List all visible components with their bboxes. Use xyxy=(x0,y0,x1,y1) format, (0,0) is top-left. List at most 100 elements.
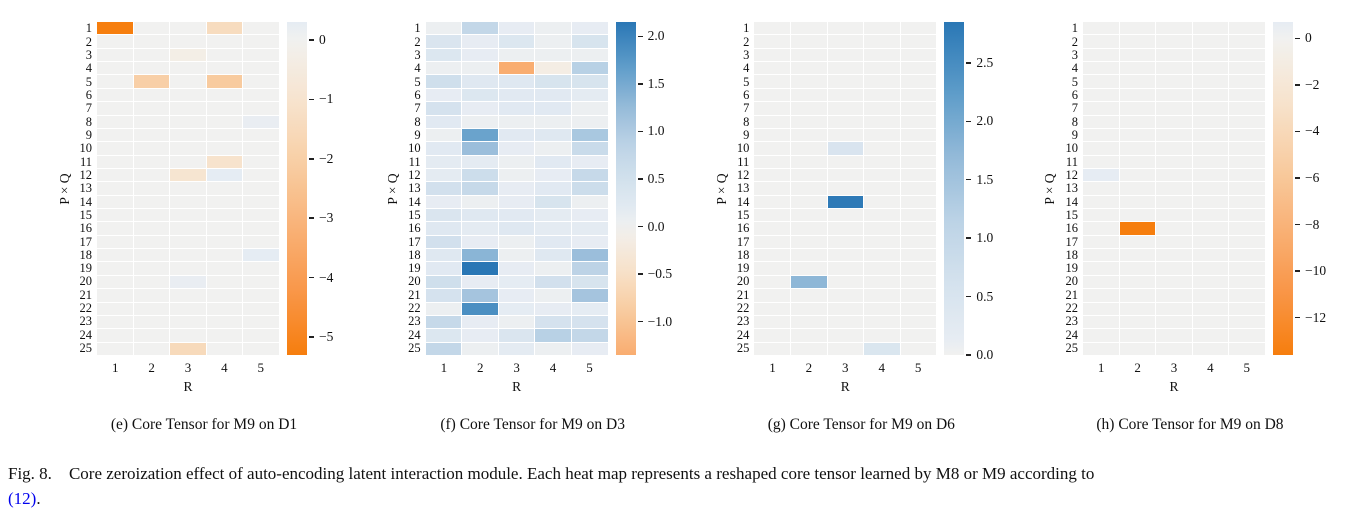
colorbar-tick: 0 xyxy=(307,32,326,48)
heatmap-cell xyxy=(97,75,133,88)
citation-link[interactable]: (12) xyxy=(8,489,37,508)
x-axis-label-row: R xyxy=(713,379,1009,395)
heatmap-cell xyxy=(1119,48,1156,62)
heatmap-cell xyxy=(1119,262,1156,275)
heatmap-cell xyxy=(790,182,827,195)
heatmap-cell xyxy=(535,62,572,75)
heatmap-cell xyxy=(498,142,535,155)
heatmap-cell xyxy=(827,222,864,235)
heatmap-cell xyxy=(97,62,133,75)
heatmap-cell xyxy=(754,289,790,302)
y-axis-label: P × Q xyxy=(1042,22,1059,355)
heatmap-cell xyxy=(133,128,170,142)
heatmap-cell xyxy=(206,22,243,35)
heatmap-cell xyxy=(425,102,462,115)
heatmap-cell xyxy=(827,289,864,302)
heatmap-cell xyxy=(535,128,572,142)
heatmap-cell xyxy=(1156,35,1192,48)
heatmap-cell xyxy=(206,222,243,235)
heatmap-cell xyxy=(572,329,608,342)
heatmap-cell xyxy=(498,262,535,275)
colorbar-tick-mark xyxy=(966,237,972,239)
heatmap-cell xyxy=(790,22,827,35)
colorbar-tick-mark xyxy=(966,62,972,64)
colorbar-tick: −2 xyxy=(307,151,333,167)
heatmap-cell xyxy=(900,315,937,329)
heatmap-cell xyxy=(462,315,498,329)
y-tick-label: 13 xyxy=(408,181,421,196)
heatmap-cell xyxy=(1192,275,1229,289)
heatmap-cell xyxy=(133,142,170,155)
x-tick-label: 3 xyxy=(1170,360,1178,375)
y-tick-labels: 1 2 3 4 5 6 7 8 9 10 11 12 13 14 15 16 17 18 19 20 21 22 23 24 2… xyxy=(402,22,426,355)
y-tick-label: 25 xyxy=(408,341,421,356)
y-tick-label: 2 xyxy=(743,34,750,49)
y-axis-label-text: P × Q xyxy=(713,172,729,205)
heatmap-cell xyxy=(170,249,206,262)
heatmap-cell xyxy=(243,209,279,222)
heatmap-cell xyxy=(900,209,937,222)
colorbar-tick-label: 2.0 xyxy=(976,113,994,129)
colorbar-tick-mark xyxy=(637,225,643,228)
x-tick-label: 2 xyxy=(805,360,813,375)
colorbar-tick-label: −1.0 xyxy=(647,313,673,329)
heatmap-cell xyxy=(572,262,608,275)
y-tick-label: 14 xyxy=(408,194,421,209)
heatmap-cell xyxy=(1156,342,1192,355)
heatmap-cell xyxy=(462,275,498,289)
y-tick-label: 23 xyxy=(1065,314,1078,329)
heatmap-cell xyxy=(425,235,462,249)
x-tick-label: 4 xyxy=(1207,360,1214,375)
heatmap-cell xyxy=(1156,182,1192,195)
heatmap-cell xyxy=(900,182,937,195)
heatmap-cell xyxy=(206,262,243,275)
heatmap-cell xyxy=(900,102,937,115)
colorbar-tick: 0.0 xyxy=(964,347,993,363)
heatmap-cell xyxy=(1229,102,1265,115)
heatmap-cell xyxy=(790,209,827,222)
colorbar-tick-label: 0.0 xyxy=(647,218,665,234)
heatmap-cell xyxy=(425,168,462,182)
colorbar-tick-label: −2 xyxy=(1304,76,1320,92)
heatmap-cell xyxy=(827,155,864,168)
heatmap-cell xyxy=(1119,168,1156,182)
y-tick-label: 8 xyxy=(85,114,92,129)
heatmap-cell xyxy=(1229,195,1265,209)
y-tick-label: 13 xyxy=(1065,181,1078,196)
heatmap-cell xyxy=(1119,102,1156,115)
y-tick-label: 14 xyxy=(1065,194,1078,209)
heatmap-cell xyxy=(1082,128,1119,142)
y-tick-label: 17 xyxy=(736,234,750,249)
heatmap-cell xyxy=(425,142,462,155)
colorbar-tick-label: 0.5 xyxy=(976,288,994,304)
heatmap-cell xyxy=(900,168,937,182)
heatmap-cell xyxy=(572,102,608,115)
y-tick-label: 9 xyxy=(1071,127,1078,142)
heatmap-cell xyxy=(498,35,535,48)
heatmap-cell xyxy=(900,302,937,315)
y-tick-label: 13 xyxy=(79,181,93,196)
heatmap-cell xyxy=(1119,115,1156,128)
heatmap-cell xyxy=(462,35,498,48)
y-tick-label: 10 xyxy=(408,141,421,156)
heatmap-cell xyxy=(754,168,790,182)
heatmap-cell xyxy=(864,48,900,62)
heatmap-cell xyxy=(243,115,279,128)
heatmap-cell xyxy=(243,195,279,209)
heatmap-cell xyxy=(206,75,243,88)
heatmap-cell xyxy=(1192,262,1229,275)
heatmap-cell xyxy=(1229,342,1265,355)
y-tick-label: 6 xyxy=(85,88,92,102)
heatmap-cell xyxy=(498,275,535,289)
y-tick-label: 8 xyxy=(414,114,421,129)
y-tick-label: 1 xyxy=(743,21,750,36)
heatmap-cell xyxy=(827,249,864,262)
x-axis-label: R xyxy=(1169,379,1179,394)
heatmap-cell xyxy=(827,342,864,355)
heatmap-cell xyxy=(535,249,572,262)
heatmap-cell xyxy=(535,235,572,249)
heatmap-cell xyxy=(498,342,535,355)
heatmap-cell xyxy=(790,75,827,88)
colorbar-tick: 2.0 xyxy=(964,113,993,129)
y-tick-label: 5 xyxy=(743,74,750,89)
